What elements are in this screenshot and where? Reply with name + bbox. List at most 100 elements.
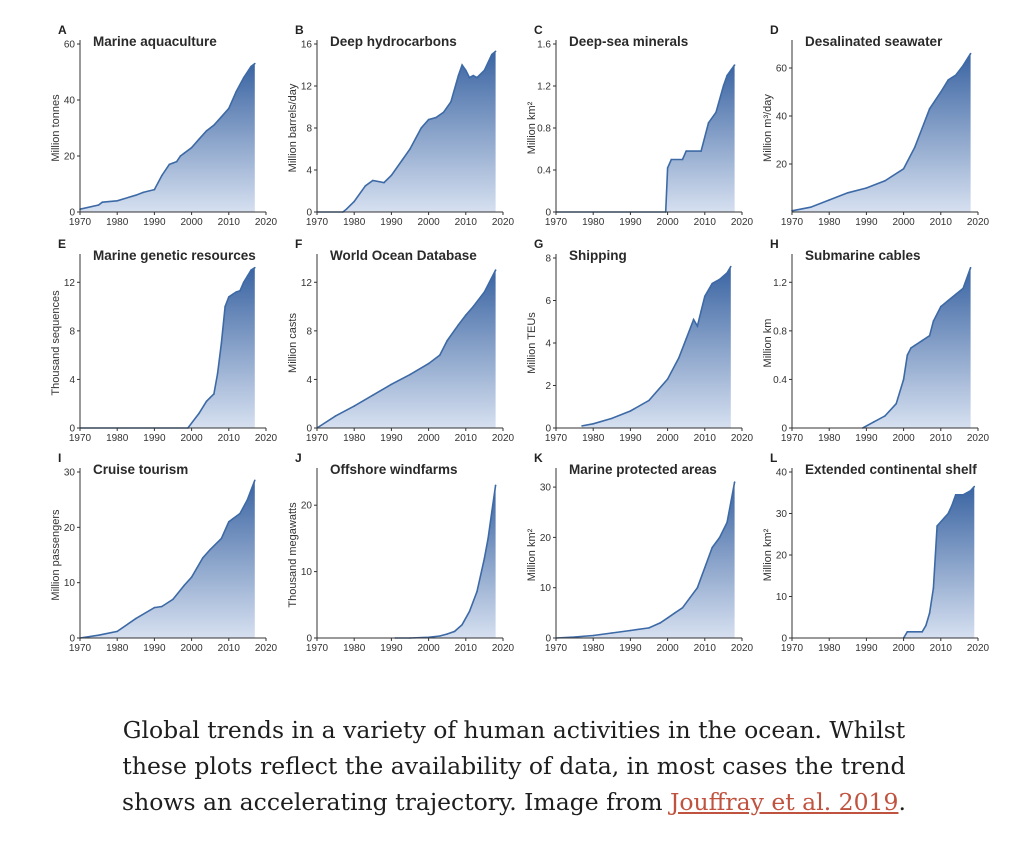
series-line (581, 266, 732, 427)
y-tick-label: 0 (69, 424, 75, 435)
data-point (925, 624, 927, 627)
y-tick-label: 10 (540, 583, 552, 594)
data-point (390, 174, 393, 177)
data-point (461, 64, 463, 66)
x-tick-label: 2000 (656, 643, 679, 654)
x-tick-label: 2000 (892, 433, 915, 444)
data-point (472, 74, 475, 77)
data-point (629, 629, 632, 632)
data-point (940, 91, 942, 93)
data-point (847, 192, 849, 194)
y-tick-label: 30 (540, 483, 552, 494)
data-point (696, 586, 699, 589)
x-tick-label: 2010 (694, 643, 717, 654)
data-point (494, 484, 497, 487)
data-point (573, 636, 576, 638)
x-tick-label: 2000 (180, 433, 203, 444)
x-tick-label: 1990 (855, 217, 878, 228)
data-point (179, 155, 182, 157)
data-point (902, 168, 905, 170)
y-axis-label: Million m³/day (762, 94, 774, 162)
x-tick-label: 2010 (455, 433, 478, 444)
data-point (409, 373, 411, 376)
x-tick-label: 1970 (69, 643, 92, 654)
data-point (198, 138, 200, 140)
y-tick-label: 1.2 (537, 82, 551, 93)
data-point (730, 69, 732, 72)
data-point (439, 635, 441, 637)
caption-line-2: these plots reflect the availability of … (122, 752, 906, 780)
data-point (239, 290, 241, 292)
panel-title: Extended continental shelf (805, 462, 977, 477)
data-point (190, 146, 193, 149)
data-point (468, 76, 471, 79)
data-point (718, 536, 721, 539)
x-tick-label: 2000 (417, 643, 440, 654)
panel-letter: L (770, 451, 777, 465)
panel-g: 1970 1980 1990 2000 2010 2020 0 2 4 6 8G Shipping Mi… (526, 237, 754, 444)
y-axis-label: Million km (762, 319, 774, 368)
data-point (153, 606, 156, 609)
x-tick-label: 2000 (180, 643, 203, 654)
y-tick-label: 20 (301, 501, 313, 512)
data-point (943, 516, 946, 519)
data-point (468, 610, 471, 613)
panel-letter: A (58, 23, 67, 37)
data-point (142, 191, 144, 194)
y-tick-label: 0.4 (537, 166, 551, 177)
data-point (209, 396, 211, 399)
caption-line-3-text: shows an accelerating trajectory. Image … (122, 788, 670, 816)
y-axis-label: Million km² (762, 528, 774, 581)
data-point (928, 334, 931, 337)
data-point (172, 598, 174, 601)
y-tick-label: 0 (781, 634, 787, 645)
caption-line-1: Global trends in a variety of human acti… (122, 716, 906, 744)
x-tick-label: 1990 (143, 433, 166, 444)
panel-j: 1970 1980 1990 2000 2010 2020 0 10 20 J Offshore w… (287, 451, 515, 654)
data-point (962, 287, 964, 290)
data-point (224, 305, 226, 308)
panel-letter: I (58, 451, 61, 465)
y-tick-label: 0 (545, 634, 551, 645)
data-point (483, 557, 486, 560)
data-point (135, 194, 137, 196)
x-tick-label: 1970 (545, 217, 568, 228)
y-tick-label: 12 (301, 278, 313, 289)
data-point (465, 314, 467, 316)
data-point (442, 111, 445, 114)
y-axis-label: Thousand sequences (50, 290, 62, 396)
x-tick-label: 1980 (343, 643, 366, 654)
y-axis-label: Thousand megawatts (287, 502, 299, 608)
data-point (722, 85, 725, 87)
data-point (954, 293, 957, 296)
data-point (487, 537, 489, 540)
y-axis-label: Million km² (526, 101, 538, 154)
x-tick-label: 2020 (492, 217, 515, 228)
x-tick-label: 1990 (143, 217, 166, 228)
x-tick-label: 1980 (582, 433, 605, 444)
panel-title: Desalinated seawater (805, 34, 943, 49)
data-point (205, 400, 208, 403)
data-point (334, 415, 337, 417)
caption-line-3: shows an accelerating trajectory. Image … (0, 784, 1028, 820)
data-point (711, 282, 713, 285)
y-tick-label: 2 (545, 381, 551, 392)
data-point (228, 521, 230, 523)
data-point (921, 631, 923, 633)
x-tick-label: 1980 (106, 643, 129, 654)
y-tick-label: 0 (306, 424, 312, 435)
y-tick-label: 0 (69, 208, 75, 219)
y-tick-label: 20 (540, 533, 552, 544)
data-point (183, 584, 185, 587)
data-point (969, 266, 972, 269)
data-point (954, 74, 957, 76)
y-tick-label: 4 (306, 166, 312, 177)
x-tick-label: 2010 (218, 433, 241, 444)
y-tick-label: 1.2 (773, 278, 787, 289)
citation-link[interactable]: Jouffray et al. 2019 (669, 788, 899, 816)
x-tick-label: 2000 (656, 217, 679, 228)
y-tick-label: 4 (306, 375, 312, 386)
data-point (895, 402, 897, 405)
x-tick-label: 2020 (731, 217, 754, 228)
y-axis-label: Million casts (287, 313, 299, 373)
